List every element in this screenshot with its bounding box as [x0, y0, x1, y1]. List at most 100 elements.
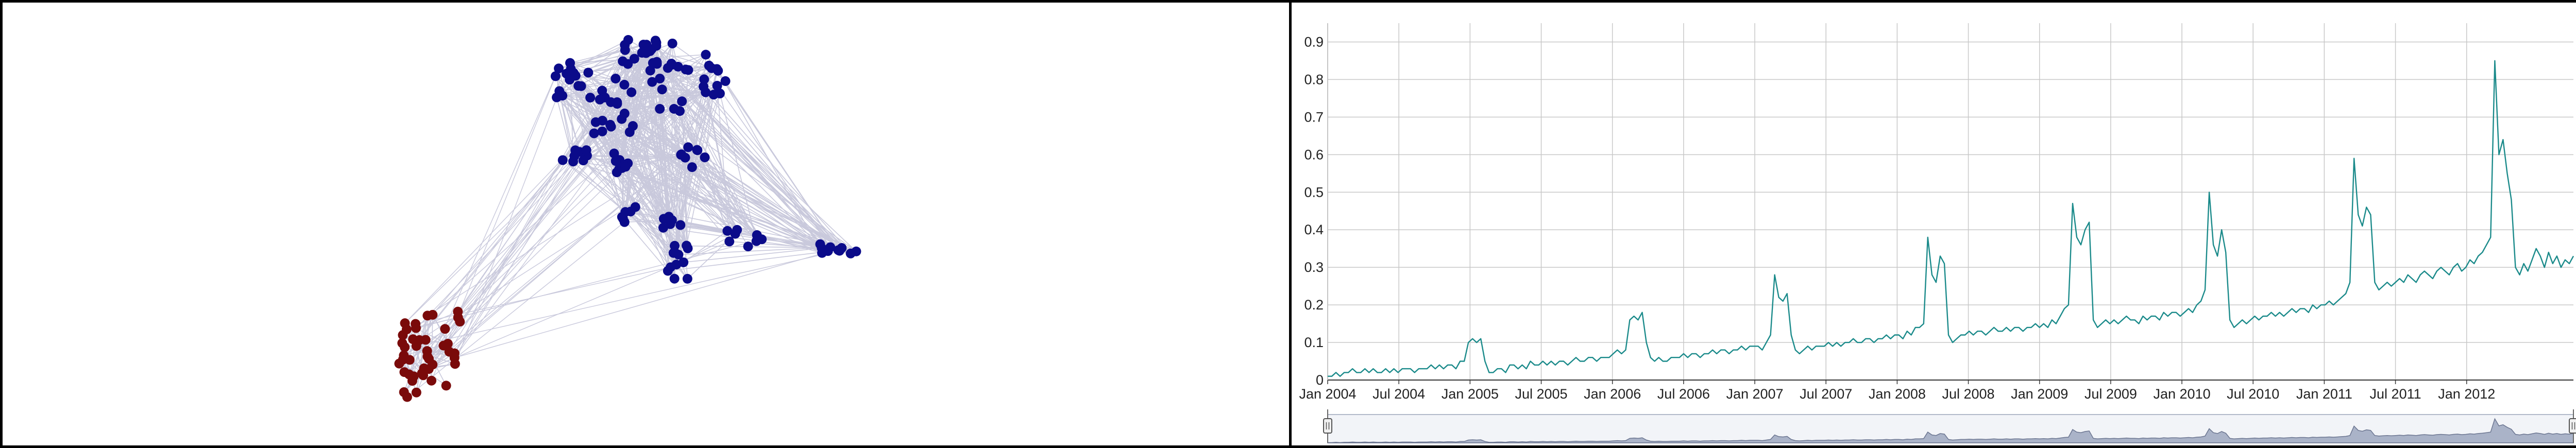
network-node-blue [620, 162, 631, 172]
network-edge [651, 82, 664, 228]
network-edge [630, 211, 675, 253]
line-chart: 0 0.1 0.2 0.3 0.4 0.5 0.6 0.7 0.8 0.9 Jan 2004 Jul… [1299, 23, 2576, 443]
network-edge [627, 43, 673, 164]
network-node-blue [704, 60, 714, 71]
network-node-blue [565, 75, 575, 85]
network-edge [423, 147, 689, 376]
network-node-blue [645, 65, 655, 76]
network-edge [562, 160, 688, 249]
x-tick-label: Jan 2006 [1584, 386, 1641, 402]
navigator-handle-left[interactable] [1323, 418, 1332, 434]
network-node-red [455, 317, 465, 327]
network-node-red [449, 353, 460, 363]
network-node-blue [669, 273, 680, 284]
x-tick-label: Jul 2007 [1800, 386, 1852, 402]
network-node-blue [578, 156, 588, 166]
y-tick-label: 0.6 [1304, 147, 1324, 162]
network-edge [622, 167, 822, 249]
network-edge [668, 250, 839, 271]
network-node-blue [612, 99, 622, 109]
network-node-blue [651, 41, 662, 51]
network-node-blue [711, 64, 722, 74]
network-node-blue [681, 64, 691, 75]
network-node-red [428, 309, 438, 320]
network-edge [682, 101, 851, 254]
y-tick-label: 0 [1316, 372, 1324, 388]
x-tick-label: Jul 2009 [2084, 386, 2137, 402]
network-edge [656, 61, 840, 251]
network-node-red [423, 364, 434, 374]
network-node-red [404, 355, 415, 365]
network-node-blue [589, 128, 599, 139]
range-navigator[interactable] [1323, 409, 2576, 443]
network-node-blue [626, 87, 637, 97]
network-edge [703, 86, 851, 254]
network-edge [570, 39, 629, 70]
network-node-blue [597, 126, 607, 136]
network-node-blue [669, 104, 679, 114]
network-node-blue [687, 162, 697, 173]
y-tick-label: 0.2 [1304, 297, 1324, 313]
network-node-blue [720, 76, 731, 87]
network-node-blue [619, 80, 630, 90]
chart-grid [1327, 23, 2573, 381]
x-axis: Jan 2004 Jul 2004 Jan 2005 Jul 2005 Jan 2006… [1299, 380, 2495, 402]
x-tick-label: Jul 2008 [1942, 386, 1994, 402]
network-node-blue [655, 104, 665, 114]
network-edge [454, 42, 657, 354]
network-node-blue [837, 243, 847, 253]
network-edge [445, 64, 672, 330]
y-axis: 0 0.1 0.2 0.3 0.4 0.5 0.6 0.7 0.8 0.9 [1304, 34, 1324, 388]
network-edge [674, 245, 842, 249]
x-tick-label: Jan 2005 [1442, 386, 1499, 402]
network-node-blue [630, 202, 640, 212]
network-node-blue [670, 240, 680, 251]
network-edge [402, 49, 652, 360]
network-node-blue [724, 236, 735, 247]
network-edge [628, 63, 714, 95]
network-edge [670, 223, 762, 240]
network-node-blue [658, 222, 668, 233]
network-node-blue [845, 248, 856, 259]
network-edge [562, 95, 688, 279]
line-chart-panel: 0 0.1 0.2 0.3 0.4 0.5 0.6 0.7 0.8 0.9 Jan 2004 Jul… [1289, 0, 2576, 448]
x-tick-label: Jan 2011 [2296, 386, 2352, 402]
network-node-blue [692, 145, 703, 156]
network-edge [629, 131, 736, 234]
network-node-blue [554, 63, 564, 74]
series-line [1328, 60, 2574, 377]
network-edge [737, 229, 822, 254]
network-node-red [402, 392, 412, 402]
network-edge [432, 154, 682, 365]
network-node-blue [620, 45, 630, 55]
network-node-blue [700, 152, 710, 163]
network-node-red [411, 323, 421, 333]
network-node-blue [550, 71, 561, 81]
network-node-blue [682, 273, 692, 284]
network-edge [416, 250, 840, 347]
network-edge [704, 157, 736, 234]
network-node-blue [668, 248, 679, 258]
network-node-blue [675, 220, 686, 230]
x-tick-label: Jan 2010 [2154, 386, 2211, 402]
network-edge [705, 92, 736, 234]
network-edge [676, 94, 715, 265]
network-node-blue [595, 94, 605, 105]
network-edge [683, 247, 822, 263]
network-node-blue [585, 93, 596, 103]
network-edge [573, 80, 726, 162]
network-node-blue [652, 57, 662, 67]
network-node-blue [619, 217, 630, 227]
network-node-blue [647, 77, 657, 87]
x-tick-label: Jul 2011 [2370, 386, 2421, 402]
network-node-blue [663, 63, 673, 73]
network-node-red [394, 358, 404, 369]
network-edge [717, 85, 831, 248]
network-node-blue [623, 59, 633, 69]
network-node-blue [573, 81, 584, 91]
x-tick-label: Jan 2007 [1726, 386, 1783, 402]
network-edge [659, 79, 705, 110]
network-node-blue [683, 142, 693, 152]
network-edge [602, 120, 669, 217]
network-node-blue [620, 207, 631, 217]
